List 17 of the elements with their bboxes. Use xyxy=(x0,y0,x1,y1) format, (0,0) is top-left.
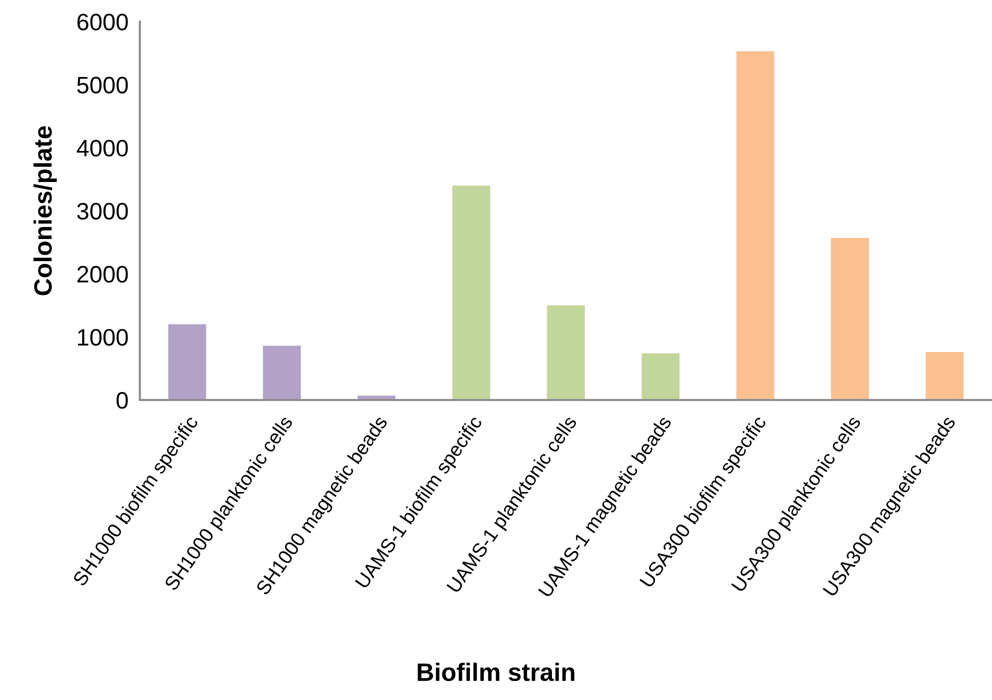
y-tick-label: 3000 xyxy=(77,202,128,220)
y-tick-label: 0 xyxy=(116,392,128,409)
y-tick-label: 6000 xyxy=(77,14,128,30)
bar xyxy=(547,305,585,400)
bar xyxy=(262,346,301,400)
y-axis-title: Colonies/plate xyxy=(33,126,57,296)
y-tick-label: 4000 xyxy=(76,140,128,157)
bar xyxy=(168,324,206,400)
bar xyxy=(831,238,869,400)
bar xyxy=(452,186,490,400)
bar xyxy=(642,353,680,400)
y-tick-label: 2000 xyxy=(77,266,128,283)
bar xyxy=(926,352,964,400)
x-axis-title: Biofilm strain xyxy=(418,662,574,682)
bar xyxy=(736,51,774,400)
y-tick-label: 5000 xyxy=(77,76,128,94)
y-tick-label: 1000 xyxy=(78,328,128,346)
